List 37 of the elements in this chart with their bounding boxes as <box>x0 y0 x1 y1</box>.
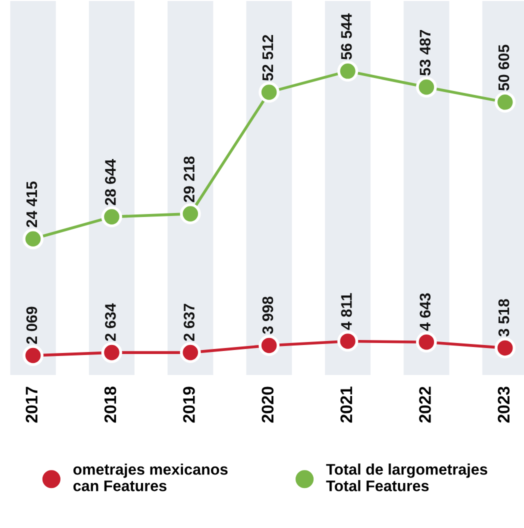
data-label: 3 518 <box>498 299 510 336</box>
point <box>101 206 122 228</box>
point <box>180 342 201 363</box>
data-label: 50 605 <box>498 44 510 91</box>
data-label: 2 637 <box>184 304 195 341</box>
data-label: 53 487 <box>420 30 431 76</box>
data-label: 2 634 <box>105 303 116 341</box>
point <box>258 335 280 356</box>
data-label: 52 512 <box>262 34 274 81</box>
point <box>22 228 44 250</box>
x-tick-label: 2020 <box>262 386 274 423</box>
data-label: 28 644 <box>105 159 116 206</box>
x-tick-label: 2019 <box>183 386 195 423</box>
legend-label: ometrajes mexicanos can Features <box>73 464 228 492</box>
point <box>101 342 122 363</box>
x-tick-label: 2022 <box>419 386 431 423</box>
data-label: 24 415 <box>26 181 38 228</box>
point <box>22 345 44 366</box>
data-label: 4 811 <box>341 293 352 330</box>
data-label: 2 069 <box>26 306 38 344</box>
point <box>416 76 437 98</box>
point <box>258 82 280 103</box>
data-label: 4 643 <box>420 293 431 331</box>
x-tick-label: 2021 <box>340 386 352 423</box>
x-tick-label: 2023 <box>498 386 510 423</box>
x-tick-label: 2017 <box>26 386 38 423</box>
data-label: 3 998 <box>262 296 274 334</box>
point <box>494 338 516 358</box>
legend-label: Total de largometrajes Total Features <box>326 464 488 492</box>
x-tick-label: 2018 <box>104 386 116 423</box>
point <box>416 332 437 353</box>
data-label: 29 218 <box>184 156 195 202</box>
point <box>180 203 201 224</box>
point <box>337 60 358 82</box>
point <box>494 92 516 113</box>
point <box>337 330 358 352</box>
data-label: 56 544 <box>341 13 352 60</box>
